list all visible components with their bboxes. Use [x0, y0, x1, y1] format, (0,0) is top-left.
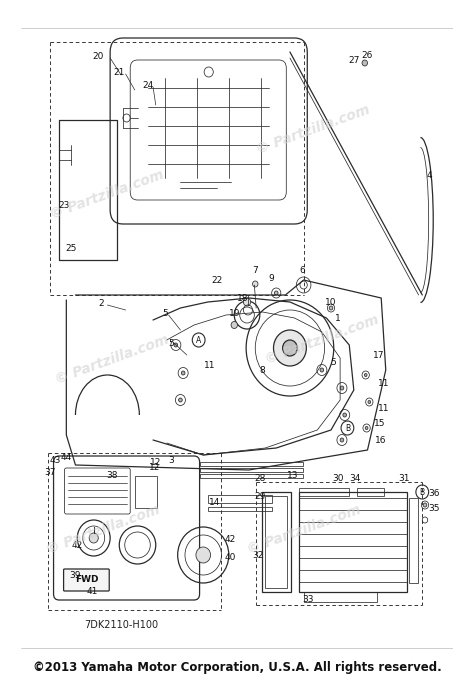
Circle shape: [320, 368, 324, 372]
Text: 28: 28: [254, 473, 265, 482]
Text: 25: 25: [65, 244, 77, 253]
Text: 42: 42: [72, 540, 83, 549]
Text: 42: 42: [225, 535, 236, 544]
Circle shape: [231, 322, 237, 328]
Circle shape: [179, 398, 182, 402]
Text: 6: 6: [299, 266, 305, 275]
Text: FWD: FWD: [75, 575, 98, 584]
Text: 23: 23: [59, 201, 70, 210]
Text: 18: 18: [237, 293, 248, 302]
Text: 44: 44: [61, 453, 72, 462]
Text: 11: 11: [378, 379, 390, 388]
Text: © Partzilla.com: © Partzilla.com: [53, 333, 171, 387]
Text: 2: 2: [98, 299, 104, 308]
Text: 5: 5: [162, 308, 168, 317]
Bar: [409, 498, 418, 583]
Text: 16: 16: [375, 435, 387, 444]
Text: 22: 22: [211, 275, 223, 284]
Text: © Partzilla.com: © Partzilla.com: [254, 103, 372, 157]
Text: 11: 11: [378, 404, 390, 413]
Circle shape: [196, 547, 210, 563]
Circle shape: [340, 386, 344, 390]
Text: 38: 38: [106, 471, 118, 480]
Text: 4: 4: [427, 170, 432, 179]
Circle shape: [273, 330, 306, 366]
Text: 33: 33: [302, 595, 314, 604]
Text: ©2013 Yamaha Motor Corporation, U.S.A. All rights reserved.: ©2013 Yamaha Motor Corporation, U.S.A. A…: [33, 660, 441, 673]
Bar: [208, 495, 272, 503]
Text: 40: 40: [225, 553, 237, 562]
Text: 14: 14: [210, 497, 221, 506]
Text: 7: 7: [252, 266, 258, 275]
Text: 29: 29: [254, 491, 265, 500]
Text: 15: 15: [374, 419, 385, 428]
Circle shape: [174, 343, 178, 347]
Bar: [299, 492, 407, 592]
Circle shape: [329, 306, 333, 310]
Circle shape: [365, 426, 368, 429]
Text: 24: 24: [143, 81, 154, 90]
Bar: [304, 592, 377, 602]
Text: 3: 3: [168, 455, 174, 464]
Text: 41: 41: [86, 587, 98, 596]
Circle shape: [365, 373, 367, 377]
Text: B: B: [419, 488, 425, 497]
Text: 21: 21: [114, 68, 125, 77]
Text: 34: 34: [349, 473, 360, 482]
Text: 11: 11: [204, 360, 215, 370]
Text: 5: 5: [168, 339, 174, 348]
Text: B: B: [345, 424, 350, 433]
Text: 9: 9: [269, 273, 274, 282]
Text: 26: 26: [362, 50, 373, 59]
Text: 20: 20: [92, 52, 104, 61]
Text: © Partzilla.com: © Partzilla.com: [263, 313, 381, 367]
Text: 35: 35: [428, 504, 440, 513]
Bar: [201, 462, 303, 466]
Circle shape: [362, 60, 367, 66]
Circle shape: [423, 503, 427, 507]
Text: 30: 30: [333, 473, 344, 482]
Text: 17: 17: [373, 351, 384, 359]
Text: 36: 36: [428, 489, 440, 497]
Bar: [208, 507, 272, 511]
Text: 19: 19: [228, 308, 240, 317]
Circle shape: [89, 533, 98, 543]
Text: © Partzilla.com: © Partzilla.com: [245, 503, 363, 557]
Text: 1: 1: [336, 313, 341, 322]
Circle shape: [274, 291, 278, 295]
Bar: [201, 468, 303, 472]
Text: 8: 8: [260, 366, 265, 375]
Text: 43: 43: [50, 455, 61, 464]
Circle shape: [243, 298, 251, 306]
Bar: [135, 476, 157, 508]
Text: 5: 5: [330, 357, 336, 366]
Text: 10: 10: [325, 297, 337, 306]
Text: 27: 27: [348, 55, 359, 64]
Text: © Partzilla.com: © Partzilla.com: [48, 168, 166, 222]
Text: 31: 31: [398, 473, 410, 482]
Text: © Partzilla.com: © Partzilla.com: [44, 503, 162, 557]
FancyBboxPatch shape: [64, 569, 109, 591]
Text: 12: 12: [150, 457, 162, 466]
Circle shape: [340, 438, 344, 442]
Text: 7DK2110-H100: 7DK2110-H100: [84, 620, 159, 630]
Circle shape: [182, 371, 185, 375]
Bar: [201, 474, 303, 478]
Circle shape: [368, 400, 371, 404]
Text: A: A: [196, 335, 201, 344]
Text: 13: 13: [287, 471, 299, 480]
Bar: [356, 488, 384, 496]
Text: 39: 39: [70, 571, 81, 580]
Circle shape: [343, 413, 346, 417]
Text: 32: 32: [252, 551, 264, 560]
Circle shape: [253, 281, 258, 287]
Bar: [299, 488, 349, 496]
Bar: [265, 496, 287, 588]
Text: 12: 12: [149, 462, 161, 471]
Circle shape: [283, 340, 297, 356]
Bar: [262, 492, 291, 592]
Text: 37: 37: [44, 468, 55, 477]
